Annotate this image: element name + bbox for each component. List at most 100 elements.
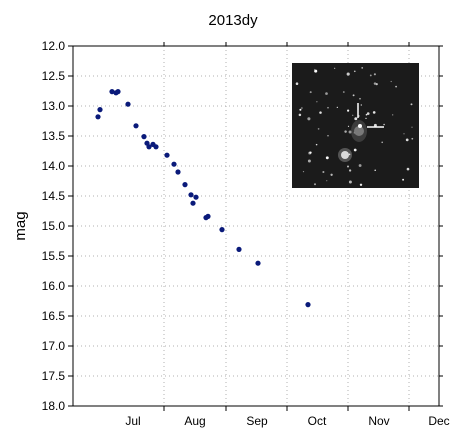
y-tick-label: 13.5 <box>42 129 66 143</box>
field-star <box>352 114 354 116</box>
field-star <box>342 91 345 93</box>
x-tick-label: Jul <box>125 414 140 428</box>
x-tick-label: Dec <box>428 414 449 428</box>
data-point <box>164 152 170 158</box>
field-star <box>316 101 318 103</box>
field-star <box>373 73 376 76</box>
bright-star-glow <box>338 148 352 162</box>
data-point <box>175 169 181 175</box>
field-star <box>381 141 383 144</box>
field-star <box>327 106 329 109</box>
field-star <box>347 109 350 112</box>
field-star <box>314 68 316 71</box>
field-star <box>325 92 328 95</box>
field-star <box>347 125 350 127</box>
field-star <box>302 171 305 173</box>
field-star <box>369 74 372 77</box>
supernova-field-image <box>292 63 419 188</box>
field-star <box>344 130 347 133</box>
field-star <box>358 164 362 167</box>
data-point <box>205 213 211 219</box>
x-tick-label: Sep <box>246 414 268 428</box>
data-point <box>109 89 115 95</box>
field-stars <box>295 67 414 186</box>
chart-title: 2013dy <box>208 12 258 29</box>
field-star <box>395 85 397 88</box>
field-star <box>359 97 361 100</box>
field-star <box>322 170 325 174</box>
field-star <box>374 169 376 171</box>
data-point <box>182 182 188 188</box>
field-star <box>315 143 318 146</box>
y-tick-label: 13.0 <box>42 99 66 113</box>
y-tick-label: 15.5 <box>42 249 66 263</box>
data-point <box>236 246 242 252</box>
data-point <box>190 200 196 206</box>
field-star <box>365 117 367 119</box>
field-star <box>314 183 316 186</box>
galaxy-halo <box>351 120 367 142</box>
x-axis-ticks: Jul Aug Sep Oct Nov Dec <box>125 42 450 428</box>
data-point <box>305 302 311 308</box>
field-star <box>361 67 364 69</box>
y-tick-label: 14.5 <box>42 189 66 203</box>
field-star <box>348 130 352 134</box>
field-star <box>307 117 311 121</box>
field-star <box>354 117 358 121</box>
field-star <box>327 135 329 137</box>
field-star <box>366 112 370 115</box>
data-point <box>115 89 121 95</box>
bright-star <box>341 151 349 159</box>
field-star <box>373 123 377 127</box>
x-tick-label: Aug <box>184 414 205 428</box>
field-star <box>405 138 409 142</box>
data-point <box>193 194 199 200</box>
field-star <box>348 169 352 172</box>
field-star <box>346 72 350 76</box>
y-axis-ticks: 12.0 12.5 13.0 13.5 14.0 14.5 15.0 15.5 16.0 16.5… <box>42 39 443 413</box>
field-star <box>298 113 302 117</box>
field-star <box>319 111 322 114</box>
data-point <box>125 101 131 107</box>
x-tick-label: Oct <box>308 414 327 428</box>
data-point <box>153 144 159 150</box>
field-star <box>309 151 312 154</box>
field-star <box>348 180 352 184</box>
field-star <box>402 178 405 181</box>
field-star <box>336 106 338 108</box>
field-star <box>348 153 351 156</box>
field-star <box>330 173 333 176</box>
x-tick-label: Nov <box>368 414 389 428</box>
inset-image <box>292 63 419 188</box>
field-star <box>392 114 394 116</box>
data-points <box>95 89 311 308</box>
field-star <box>373 82 377 85</box>
data-point <box>133 123 139 129</box>
y-tick-label: 16.0 <box>42 279 66 293</box>
field-star <box>383 123 385 126</box>
data-point <box>219 227 225 233</box>
field-star <box>334 67 336 69</box>
field-star <box>299 108 302 111</box>
field-star <box>372 111 376 114</box>
field-star <box>301 107 303 109</box>
y-tick-label: 17.0 <box>42 339 66 353</box>
field-star <box>365 113 368 116</box>
field-star <box>406 167 410 171</box>
y-tick-label: 18.0 <box>42 399 66 413</box>
field-star <box>360 104 362 106</box>
field-star <box>317 128 320 130</box>
y-tick-label: 12.5 <box>42 69 66 83</box>
y-tick-label: 14.0 <box>42 159 66 173</box>
supernova-marker <box>358 124 362 128</box>
field-star <box>309 91 312 94</box>
field-star <box>314 69 318 73</box>
field-star <box>411 137 414 140</box>
field-star <box>326 180 328 182</box>
field-star <box>411 126 413 128</box>
y-tick-label: 16.5 <box>42 309 66 323</box>
y-tick-label: 12.0 <box>42 39 66 53</box>
field-star <box>410 103 413 106</box>
data-point <box>146 144 152 150</box>
